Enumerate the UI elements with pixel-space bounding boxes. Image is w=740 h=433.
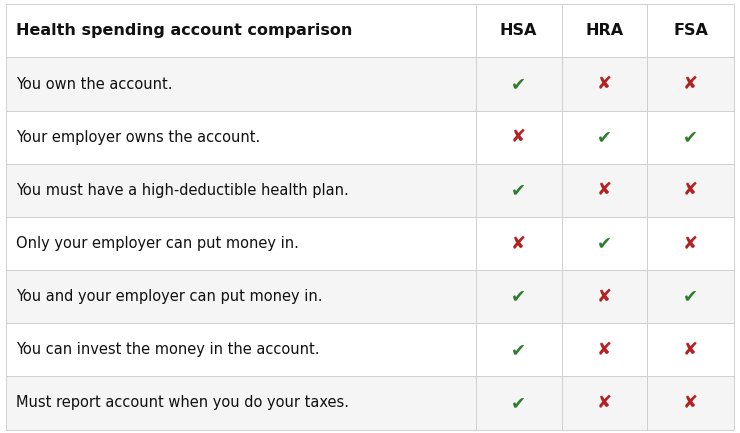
Text: ✘: ✘ <box>597 75 612 93</box>
Text: HRA: HRA <box>585 23 624 39</box>
Text: ✔: ✔ <box>597 128 612 146</box>
FancyBboxPatch shape <box>562 110 648 164</box>
FancyBboxPatch shape <box>562 270 648 323</box>
Text: Your employer owns the account.: Your employer owns the account. <box>16 130 260 145</box>
FancyBboxPatch shape <box>6 217 476 270</box>
FancyBboxPatch shape <box>562 164 648 217</box>
Text: ✔: ✔ <box>597 235 612 252</box>
FancyBboxPatch shape <box>562 217 648 270</box>
Text: ✘: ✘ <box>597 181 612 199</box>
Text: HSA: HSA <box>500 23 537 39</box>
Text: You own the account.: You own the account. <box>16 77 172 91</box>
Text: ✘: ✘ <box>683 394 699 412</box>
Text: ✔: ✔ <box>683 288 699 306</box>
FancyBboxPatch shape <box>648 217 734 270</box>
FancyBboxPatch shape <box>648 4 734 58</box>
FancyBboxPatch shape <box>476 217 562 270</box>
FancyBboxPatch shape <box>648 270 734 323</box>
FancyBboxPatch shape <box>648 164 734 217</box>
Text: ✘: ✘ <box>683 181 699 199</box>
Text: ✔: ✔ <box>683 128 699 146</box>
Text: ✔: ✔ <box>511 394 526 412</box>
FancyBboxPatch shape <box>562 323 648 376</box>
Text: Must report account when you do your taxes.: Must report account when you do your tax… <box>16 395 349 410</box>
FancyBboxPatch shape <box>6 323 476 376</box>
Text: You can invest the money in the account.: You can invest the money in the account. <box>16 343 319 357</box>
FancyBboxPatch shape <box>562 4 648 58</box>
FancyBboxPatch shape <box>6 376 476 430</box>
Text: ✘: ✘ <box>511 235 526 252</box>
Text: Health spending account comparison: Health spending account comparison <box>16 23 352 39</box>
FancyBboxPatch shape <box>6 58 476 111</box>
Text: You and your employer can put money in.: You and your employer can put money in. <box>16 289 322 304</box>
FancyBboxPatch shape <box>6 164 476 217</box>
FancyBboxPatch shape <box>6 270 476 323</box>
Text: ✘: ✘ <box>683 235 699 252</box>
Text: ✔: ✔ <box>511 181 526 199</box>
FancyBboxPatch shape <box>476 110 562 164</box>
FancyBboxPatch shape <box>648 376 734 430</box>
FancyBboxPatch shape <box>476 323 562 376</box>
Text: You must have a high-deductible health plan.: You must have a high-deductible health p… <box>16 183 349 198</box>
FancyBboxPatch shape <box>6 4 476 58</box>
Text: ✔: ✔ <box>511 341 526 359</box>
FancyBboxPatch shape <box>6 110 476 164</box>
FancyBboxPatch shape <box>476 270 562 323</box>
FancyBboxPatch shape <box>476 376 562 430</box>
Text: ✘: ✘ <box>597 341 612 359</box>
Text: FSA: FSA <box>673 23 708 39</box>
Text: ✘: ✘ <box>683 341 699 359</box>
FancyBboxPatch shape <box>648 323 734 376</box>
FancyBboxPatch shape <box>476 164 562 217</box>
FancyBboxPatch shape <box>648 58 734 111</box>
Text: ✘: ✘ <box>683 75 699 93</box>
Text: ✔: ✔ <box>511 75 526 93</box>
FancyBboxPatch shape <box>562 376 648 430</box>
FancyBboxPatch shape <box>648 110 734 164</box>
FancyBboxPatch shape <box>476 58 562 111</box>
Text: Only your employer can put money in.: Only your employer can put money in. <box>16 236 298 251</box>
Text: ✘: ✘ <box>597 288 612 306</box>
FancyBboxPatch shape <box>562 58 648 111</box>
Text: ✔: ✔ <box>511 288 526 306</box>
FancyBboxPatch shape <box>476 4 562 58</box>
Text: ✘: ✘ <box>597 394 612 412</box>
Text: ✘: ✘ <box>511 128 526 146</box>
